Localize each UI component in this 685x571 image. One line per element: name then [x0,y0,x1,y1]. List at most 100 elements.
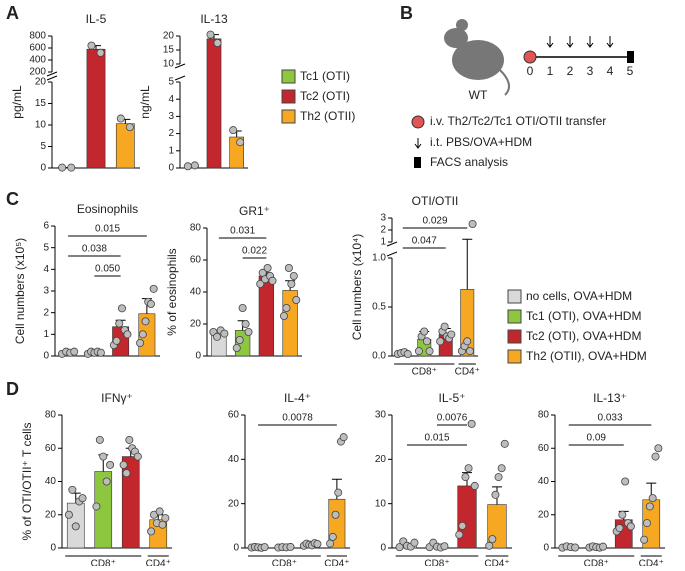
y-tick-label: 30 [375,410,387,421]
data-point [293,296,300,303]
data-point [652,453,659,460]
panel-letter: A [6,3,19,23]
group-label: CD8⁺ [412,367,437,378]
y-tick-label: 20 [45,509,57,520]
data-point [423,338,430,345]
data-point [242,320,249,327]
chart-title: IFNγ⁺ [101,391,133,405]
data-point [340,434,347,441]
data-point [88,42,95,49]
y-tick-label: 20 [190,319,202,330]
data-point [646,503,653,510]
data-point [191,162,198,169]
y-tick-label: 1 [168,145,174,156]
legend-label: Tc2 (OTI), OVA+HDM [526,329,641,343]
data-point [261,544,268,551]
legend-label: Tc1 (OTI) [300,69,350,83]
chart-title: IL-5⁺ [438,391,465,405]
chart-title: IL-13 [200,12,228,26]
data-point [643,519,650,526]
data-point [290,272,297,279]
data-point [245,328,252,335]
p-value: 0.015 [424,433,449,444]
bar [458,486,477,548]
y-tick-label: 5 [43,242,49,253]
chart-title: GR1⁺ [239,204,270,218]
y-tick-label: 80 [190,223,202,234]
legend-label: Tc2 (OTI) [300,89,350,103]
legend-swatch [508,330,521,343]
bar [259,276,274,356]
legend-swatch [282,90,295,103]
data-point [79,495,86,502]
y-tick-label: 60 [538,443,550,454]
data-point [136,339,143,346]
data-point [469,220,476,227]
data-point [134,453,141,460]
data-point [314,540,321,547]
timeline-day: 4 [607,64,614,78]
y-tick-label: 0 [380,543,386,554]
p-value: 0.09 [587,433,607,444]
data-point [264,264,271,271]
p-value: 0.022 [242,246,267,257]
data-point [486,542,493,549]
data-point [599,543,606,550]
challenge-arrow [587,36,593,47]
y-tick-label: 20 [163,31,175,42]
data-point [441,323,448,330]
data-point [415,348,422,355]
y-axis-label: Cell numbers (x10⁴) [350,234,364,341]
data-point [456,531,463,538]
p-value: 0.050 [95,264,120,275]
data-point [221,330,228,337]
bar [87,49,105,168]
data-point [126,124,133,131]
y-axis-label: Cell numbers (x10⁵) [13,238,27,344]
data-point [489,536,496,543]
data-point [103,478,110,485]
y-tick-label: 0 [195,351,201,362]
data-point [329,533,336,540]
legend-swatch [282,110,295,123]
data-point [269,277,276,284]
data-point [71,348,78,355]
chart-title: IL-5 [86,12,107,26]
data-point [468,420,475,427]
group-label: CD8⁺ [91,559,116,566]
data-point [492,491,499,498]
data-point [466,348,473,355]
y-tick-label: 40 [538,476,550,487]
y-tick-label: 0 [543,543,549,554]
data-point [332,511,339,518]
data-point [150,285,157,292]
data-point [184,163,191,170]
y-tick-label: 20 [538,509,550,520]
panel-letter: B [400,3,413,23]
data-point [120,461,127,468]
y-tick-label: 5 [168,77,174,88]
y-tick-label: 60 [190,255,202,266]
data-point [124,331,131,338]
y-tick-label: 600 [29,43,46,54]
timeline-day: 3 [587,64,594,78]
challenge-arrow [567,36,573,47]
p-value: 0.029 [422,216,447,227]
data-point [462,473,469,480]
data-point [147,300,154,307]
key-icon [412,116,424,128]
y-tick-label: 0.0 [372,351,386,362]
y-tick-label: 3 [43,286,49,297]
data-point [465,465,472,472]
data-point [230,127,237,134]
y-tick-label: 15 [163,45,175,56]
data-point [280,312,287,319]
y-tick-label: 400 [29,55,46,66]
legend-swatch [508,290,521,303]
timeline-day: 2 [567,64,574,78]
y-tick-label: 20 [375,454,387,465]
y-tick-label: 15 [35,98,47,109]
y-tick-label: 20 [228,498,240,509]
mouse-label: WT [469,88,488,102]
